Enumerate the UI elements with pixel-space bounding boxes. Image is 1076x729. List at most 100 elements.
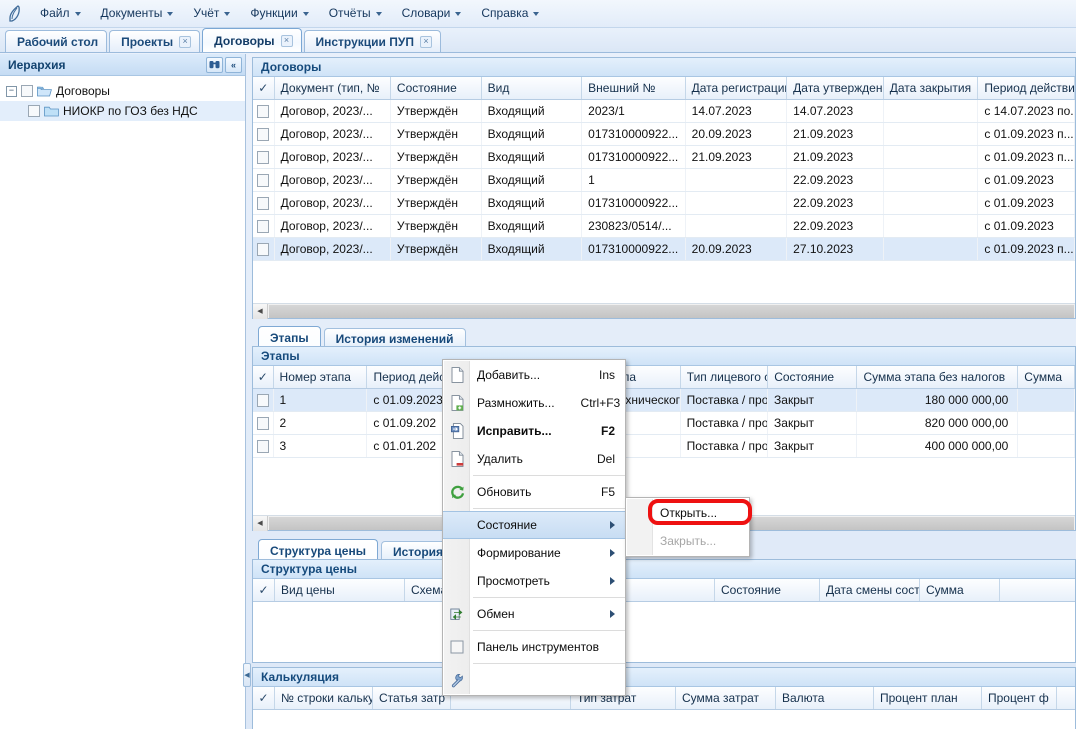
close-icon[interactable]: × xyxy=(419,35,432,48)
table-row[interactable]: Договор, 2023/... Утверждён Входящий 017… xyxy=(253,146,1075,169)
scrollbar-thumb[interactable] xyxy=(269,304,1074,318)
tab-stages[interactable]: Этапы xyxy=(258,326,321,348)
row-checkbox[interactable] xyxy=(257,150,270,164)
row-checkbox-cell[interactable] xyxy=(253,100,275,122)
menu-item-accounting[interactable]: Учёт xyxy=(184,3,239,24)
tree-node-niokr[interactable]: НИОКР по ГОЗ без НДС xyxy=(0,101,245,121)
column-header-closing-date[interactable]: Дата закрытия xyxy=(884,77,979,99)
row-checkbox[interactable] xyxy=(257,219,270,233)
row-checkbox-cell[interactable] xyxy=(253,192,275,214)
select-all-column-header[interactable]: ✓ xyxy=(253,77,275,99)
tree-node-checkbox[interactable] xyxy=(28,105,40,117)
contracts-horizontal-scrollbar[interactable]: ◀ xyxy=(253,303,1075,319)
table-row[interactable]: Договор, 2023/... Утверждён Входящий 017… xyxy=(253,192,1075,215)
column-header-document[interactable]: Документ (тип, № xyxy=(275,77,391,99)
menu-item-duplicate[interactable]: Размножить... Ctrl+F3 xyxy=(443,389,625,417)
table-row[interactable]: Договор, 2023/... Утверждён Входящий 202… xyxy=(253,100,1075,123)
column-header-kind[interactable]: Вид xyxy=(482,77,583,99)
column-header-price-state[interactable]: Состояние xyxy=(715,579,820,601)
collapse-left-icon[interactable]: « xyxy=(225,56,242,73)
menu-item-help[interactable]: Справка xyxy=(472,3,548,24)
row-checkbox[interactable] xyxy=(257,242,270,256)
column-header-cost-sum[interactable]: Сумма затрат xyxy=(676,687,776,709)
column-header-state[interactable]: Состояние xyxy=(391,77,482,99)
row-checkbox-cell[interactable] xyxy=(253,169,275,191)
select-all-column-header[interactable]: ✓ xyxy=(253,687,275,709)
sidebar-splitter-handle[interactable]: ◀ xyxy=(243,663,251,687)
table-row[interactable]: 1 с 01.09.2023 по 28.06.2024 Разработка … xyxy=(253,389,1075,412)
column-header-account-type[interactable]: Тип лицевого счёт xyxy=(681,366,769,388)
menu-item-exchange[interactable]: Обмен xyxy=(443,600,625,628)
column-header-calc-row-number[interactable]: № строки калькул xyxy=(275,687,373,709)
menu-item-documents[interactable]: Документы xyxy=(92,3,183,24)
row-checkbox-cell[interactable] xyxy=(253,389,274,411)
tab-change-history[interactable]: История изменений xyxy=(323,328,466,348)
row-checkbox[interactable] xyxy=(257,104,270,118)
row-checkbox-cell[interactable] xyxy=(253,412,274,434)
column-header-price-sum[interactable]: Сумма xyxy=(920,579,1000,601)
menu-item-settings[interactable] xyxy=(443,666,625,694)
menu-item-refresh[interactable]: Обновить F5 xyxy=(443,478,625,506)
tab-instrukcii-pup[interactable]: Инструкции ПУП × xyxy=(303,30,441,52)
tab-price-structure[interactable]: Структура цены xyxy=(258,539,378,561)
row-checkbox-cell[interactable] xyxy=(253,238,275,260)
row-checkbox-cell[interactable] xyxy=(253,123,275,145)
select-all-column-header[interactable]: ✓ xyxy=(253,579,275,601)
tab-dogovory[interactable]: Договоры × xyxy=(202,28,302,52)
row-checkbox-cell[interactable] xyxy=(253,215,275,237)
row-checkbox-cell[interactable] xyxy=(253,146,275,168)
chevron-down-icon xyxy=(302,11,309,16)
close-icon[interactable]: × xyxy=(280,34,293,47)
menu-item-state[interactable]: Состояние xyxy=(443,511,625,539)
scroll-left-icon[interactable]: ◀ xyxy=(253,303,268,319)
row-checkbox[interactable] xyxy=(256,416,269,430)
table-row[interactable]: Договор, 2023/... Утверждён Входящий 230… xyxy=(253,215,1075,238)
column-header-stage-sum-no-tax[interactable]: Сумма этапа без налогов xyxy=(857,366,1019,388)
menu-item-toolbar[interactable]: Панель инструментов xyxy=(443,633,625,661)
binoculars-icon[interactable] xyxy=(206,56,223,73)
column-header-external-number[interactable]: Внешний № xyxy=(582,77,686,99)
column-header-stage-state[interactable]: Состояние xyxy=(768,366,858,388)
menu-item-file[interactable]: Файл xyxy=(31,3,90,24)
table-row[interactable]: 3 с 01.01.202 зделия и ... Поставка / пр… xyxy=(253,435,1075,458)
table-row[interactable]: Договор, 2023/... Утверждён Входящий 1 2… xyxy=(253,169,1075,192)
column-header-cost-item[interactable]: Статья затр xyxy=(373,687,451,709)
table-row[interactable]: 2 с 01.09.202 очей конс... Поставка / пр… xyxy=(253,412,1075,435)
column-header-calc-extra[interactable] xyxy=(451,687,571,709)
column-header-percent-fact[interactable]: Процент ф xyxy=(982,687,1057,709)
row-checkbox[interactable] xyxy=(257,196,270,210)
row-checkbox[interactable] xyxy=(256,439,269,453)
column-header-stage-number[interactable]: Номер этапа xyxy=(274,366,368,388)
column-header-sum[interactable]: Сумма xyxy=(1018,366,1075,388)
menu-item-functions[interactable]: Функции xyxy=(241,3,317,24)
tab-proekty[interactable]: Проекты × xyxy=(109,30,201,52)
tab-rabochiy-stol[interactable]: Рабочий стол xyxy=(5,30,108,52)
tree-node-checkbox[interactable] xyxy=(21,85,33,97)
row-checkbox[interactable] xyxy=(257,127,270,141)
select-all-column-header[interactable]: ✓ xyxy=(253,366,274,388)
tree-node-dogovory[interactable]: − Договоры xyxy=(0,81,245,101)
menu-item-dictionaries[interactable]: Словари xyxy=(393,3,471,24)
row-checkbox[interactable] xyxy=(257,173,270,187)
column-header-price-kind[interactable]: Вид цены xyxy=(275,579,405,601)
column-header-validity-period[interactable]: Период действия... xyxy=(978,77,1075,99)
submenu-item-open[interactable]: Открыть... xyxy=(626,499,749,527)
column-header-currency[interactable]: Валюта xyxy=(776,687,874,709)
close-icon[interactable]: × xyxy=(179,35,192,48)
menu-item-reports[interactable]: Отчёты xyxy=(320,3,391,24)
column-header-state-change-date[interactable]: Дата смены состоя xyxy=(820,579,920,601)
column-header-registration-date[interactable]: Дата регистрации xyxy=(686,77,788,99)
collapse-expander-icon[interactable]: − xyxy=(6,85,17,97)
menu-item-formation[interactable]: Формирование xyxy=(443,539,625,567)
scroll-left-icon[interactable]: ◀ xyxy=(253,515,268,531)
row-checkbox[interactable] xyxy=(256,393,269,407)
menu-item-edit[interactable]: Исправить... F2 xyxy=(443,417,625,445)
menu-item-delete[interactable]: Удалить Del xyxy=(443,445,625,473)
table-row[interactable]: Договор, 2023/... Утверждён Входящий 017… xyxy=(253,123,1075,146)
column-header-approval-date[interactable]: Дата утверждения xyxy=(787,77,884,99)
menu-item-add[interactable]: Добавить... Ins xyxy=(443,361,625,389)
column-header-percent-plan[interactable]: Процент план xyxy=(874,687,982,709)
row-checkbox-cell[interactable] xyxy=(253,435,274,457)
menu-item-view[interactable]: Просмотреть xyxy=(443,567,625,595)
table-row[interactable]: Договор, 2023/... Утверждён Входящий 017… xyxy=(253,238,1075,261)
